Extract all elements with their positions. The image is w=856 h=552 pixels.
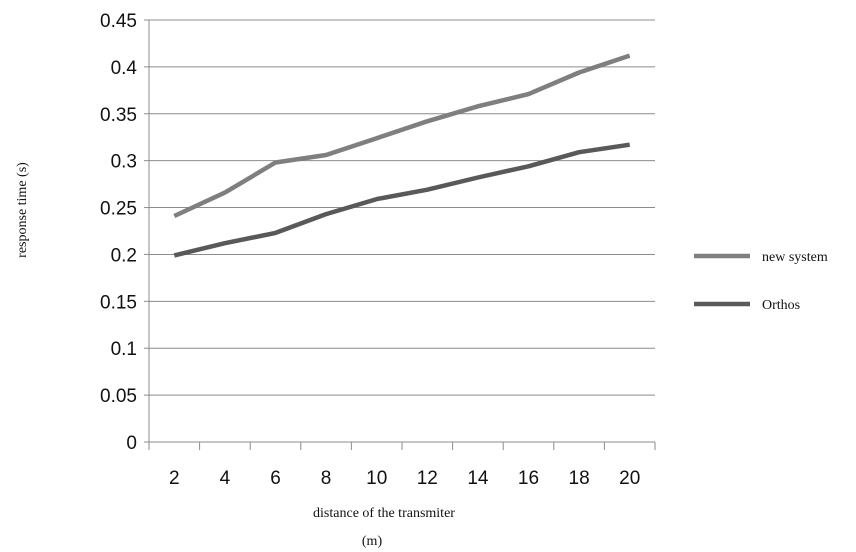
legend: new system Orthos (694, 250, 828, 313)
y-tick-label: 0.15 (100, 292, 137, 313)
x-tick-label: 12 (417, 468, 438, 489)
x-tick-labels: 2 4 6 8 10 12 14 16 18 20 (169, 468, 640, 489)
y-tick-label: 0.2 (111, 245, 137, 266)
legend-label-new-system: new system (762, 250, 828, 265)
y-tick-label: 0.1 (111, 339, 137, 360)
series-line-orthos (173, 142, 631, 258)
y-tick-labels: 0 0.05 0.1 0.15 0.2 0.25 0.3 0.35 0.4 0.45 (100, 11, 137, 454)
y-tick-label: 0.05 (100, 386, 137, 407)
y-tick-label: 0.3 (111, 152, 137, 173)
x-tick-label: 16 (518, 468, 539, 489)
y-tick-label: 0.45 (100, 11, 137, 32)
x-tick-label: 10 (366, 468, 387, 489)
y-tick-label: 0.4 (111, 58, 138, 79)
y-axis-title: response time (s) (15, 162, 30, 258)
x-axis-title-line1: distance of the transmiter (313, 506, 455, 521)
gridlines (149, 19, 655, 396)
x-tick-label: 2 (169, 468, 180, 489)
series-lines (173, 53, 631, 258)
x-tick-label: 14 (467, 468, 489, 489)
x-tick-label: 18 (569, 468, 590, 489)
x-tick-label: 20 (619, 468, 640, 489)
x-axis-title-line2: (m) (362, 534, 383, 549)
x-tick-label: 6 (270, 468, 281, 489)
series-line-new-system (173, 53, 631, 219)
y-tick-label: 0.25 (100, 199, 137, 220)
y-tick-label: 0 (126, 433, 137, 454)
axes (144, 19, 656, 450)
x-tick-label: 8 (321, 468, 332, 489)
legend-label-orthos: Orthos (762, 298, 800, 313)
y-tick-label: 0.35 (100, 105, 137, 126)
x-tick-label: 4 (220, 468, 231, 489)
